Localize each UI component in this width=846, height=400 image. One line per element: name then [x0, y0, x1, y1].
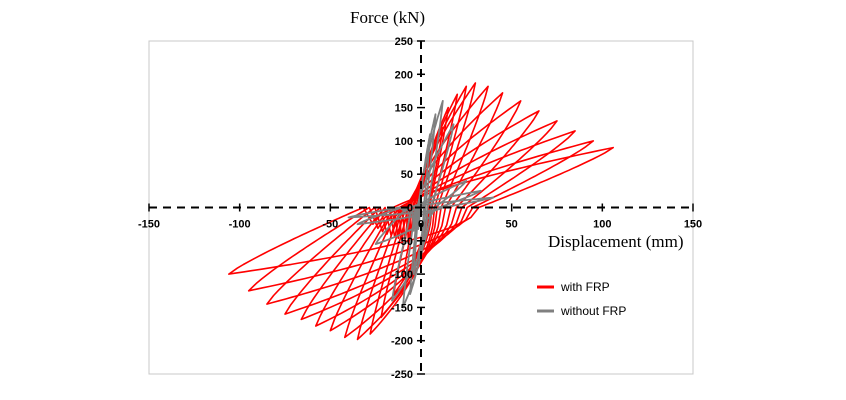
hysteresis-loop — [266, 130, 576, 305]
x-tick-label: -150 — [138, 219, 160, 231]
y-tick-label: -200 — [391, 336, 413, 348]
x-tick-label: 0 — [418, 219, 424, 231]
y-tick-label: -50 — [397, 236, 413, 248]
y-tick-label: 150 — [395, 103, 413, 115]
hysteresis-loop — [247, 140, 595, 292]
x-tick-label: 100 — [593, 219, 611, 231]
y-tick-label: 100 — [395, 136, 413, 148]
hysteresis-loop — [369, 85, 468, 335]
y-tick-label: 200 — [395, 69, 413, 81]
y-tick-label: -100 — [391, 269, 413, 281]
y-tick-label: 50 — [401, 169, 413, 181]
x-axis-title: Displacement (mm) — [548, 232, 684, 251]
y-tick-label: 250 — [395, 36, 413, 48]
y-tick-label: -250 — [391, 369, 413, 381]
hysteresis-loop — [356, 82, 477, 341]
legend: with FRP without FRP — [537, 280, 626, 318]
series-with-frp — [228, 82, 614, 341]
hysteresis-loop — [344, 85, 489, 339]
hysteresis-loop — [347, 196, 495, 219]
hysteresis-loop — [402, 100, 444, 309]
hysteresis-loop — [228, 146, 614, 275]
series-without-frp — [347, 100, 495, 309]
ticks-layer: -150 -100 -50 0 50 100 150 -250 -200 -150 -100 -50 0… — [138, 36, 702, 381]
x-tick-label: 150 — [684, 219, 702, 231]
hysteresis-loop — [300, 110, 540, 321]
hysteresis-loop — [284, 120, 558, 315]
hysteresis-loop — [391, 123, 455, 302]
legend-label-with-frp: with FRP — [560, 280, 610, 294]
y-tick-label: 0 — [407, 203, 413, 215]
y-axis-title: Force (kN) — [350, 8, 425, 27]
x-tick-label: -50 — [322, 219, 338, 231]
x-tick-label: 50 — [506, 219, 518, 231]
y-tick-label: -150 — [391, 302, 413, 314]
x-tick-label: -100 — [229, 219, 251, 231]
series-layer — [228, 82, 614, 341]
legend-label-without-frp: without FRP — [560, 304, 626, 318]
hysteresis-loop — [329, 92, 504, 332]
